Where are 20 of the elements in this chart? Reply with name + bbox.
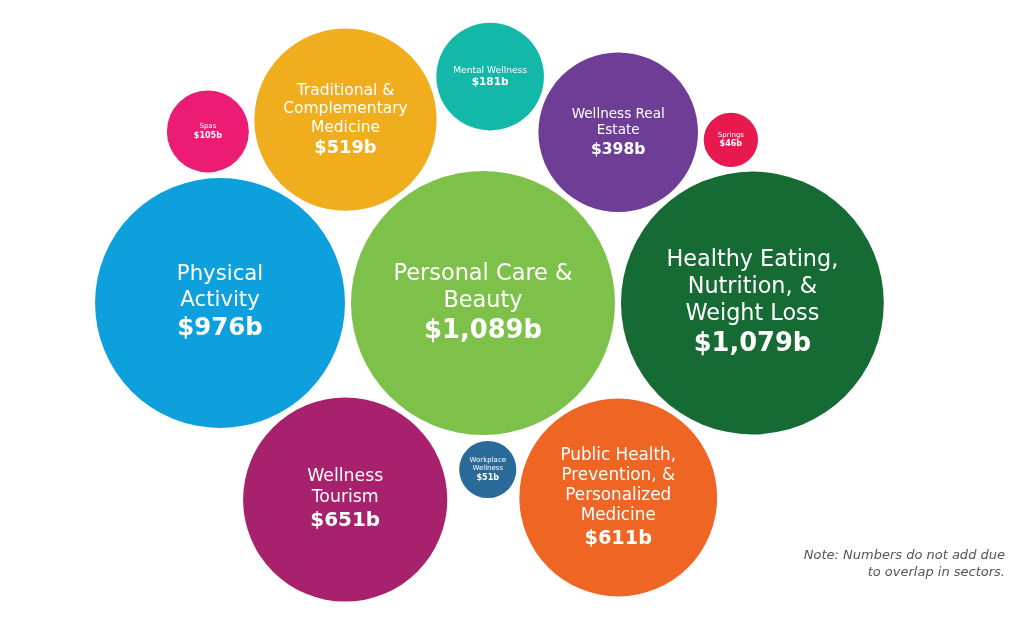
data-label: $1,079b [693,327,812,358]
data-label: $51b [476,472,500,482]
category-label: Wellness Real Estate [571,104,665,138]
data-label: $519b [314,135,377,157]
category-label: Public Health, Prevention, & Personalized Medicine [560,443,676,525]
data-label: $611b [584,525,653,549]
data-label: $181b [471,75,509,88]
data-label: $1,089b [423,313,543,344]
category-label: Healthy Eating, Nutrition, & Weight Loss [666,245,839,326]
data-label: $398b [590,139,646,158]
category-label: Physical Activity [176,260,264,311]
category-label: Mental Wellness [453,64,528,75]
data-label: $46b [719,139,743,149]
category-label: Traditional & Complementary Medicine [283,80,408,136]
text: Note: Numbers do not add due to overlap in sectors. [803,547,1005,579]
data-label: $651b [310,507,381,532]
category-label: Wellness Tourism [307,465,384,506]
category-label: Personal Care & Beauty [393,258,573,312]
data-label: $105b [193,130,223,140]
data-label: $976b [177,312,263,342]
